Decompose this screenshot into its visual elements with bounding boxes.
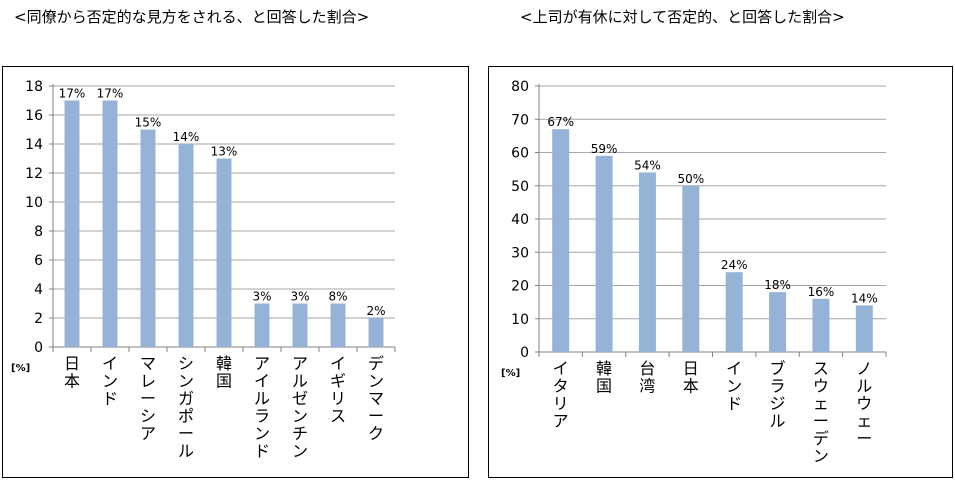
chart0-bar: [64, 100, 80, 347]
chart1-data-label: 54%: [634, 158, 661, 172]
chart1-ytick-label: 30: [511, 245, 529, 261]
chart1-data-label: 18%: [764, 278, 791, 292]
chart0-bar: [292, 303, 308, 347]
chart0-category-label: 日本: [64, 354, 80, 391]
chart-left-frame: 0 2 4 6 8 10 12 14 16 18 [%] 17% 日本 17% インド 15% マレーシア 14%…: [2, 66, 469, 478]
chart1-data-label: 24%: [721, 258, 748, 272]
chart1-data-label: 59%: [591, 142, 618, 156]
chart1-category-label: ブラジル: [770, 359, 786, 431]
chart1-bar: [595, 155, 613, 352]
chart0-ytick-label: 14: [25, 137, 43, 153]
chart0-ytick-label: 8: [34, 224, 43, 240]
chart0-data-label: 14%: [173, 130, 200, 144]
chart1-category-label: ノルウェー: [856, 359, 872, 448]
chart1-category-label: 台湾: [639, 359, 655, 396]
chart0-ytick-label: 10: [25, 195, 43, 211]
chart0-unit-label: [%]: [11, 363, 30, 374]
chart0-category-label: マレーシア: [140, 354, 156, 443]
chart0-data-label: 3%: [252, 290, 271, 304]
chart-right-plot: 0 10 20 30 40 50 60 70 80 [%] 67% イタリア 59% 韓国 54% 台湾 50%…: [501, 79, 887, 466]
chart1-data-label: 14%: [851, 291, 878, 305]
chart0-data-label: 3%: [290, 290, 309, 304]
chart1-bar: [812, 298, 830, 352]
chart1-bar: [638, 172, 656, 352]
chart1-bar: [855, 305, 873, 352]
chart0-ytick-label: 2: [34, 311, 43, 327]
chart-right-frame: 0 10 20 30 40 50 60 70 80 [%] 67% イタリア 59% 韓国 54% 台湾 50%…: [488, 66, 953, 478]
chart0-category-label: シンガポール: [178, 354, 194, 461]
chart0-ytick-label: 6: [34, 253, 43, 269]
chart0-bar: [216, 158, 232, 347]
chart1-category-label: 韓国: [596, 359, 612, 396]
chart0-ytick-label: 4: [34, 282, 43, 298]
chart1-bar: [769, 292, 787, 352]
chart1-category-label: インド: [726, 359, 742, 413]
chart0-bar: [140, 129, 156, 347]
chart0-data-label: 15%: [135, 116, 162, 130]
chart0-bar: [102, 100, 118, 347]
chart1-ytick-label: 10: [511, 312, 529, 328]
chart1-data-label: 50%: [677, 172, 704, 186]
chart1-category-label: 日本: [683, 359, 699, 396]
chart0-data-label: 2%: [366, 304, 385, 318]
chart1-category-label: スウェーデン: [813, 359, 829, 466]
chart0-data-label: 17%: [97, 87, 124, 101]
chart1-ytick-label: 0: [520, 345, 529, 361]
chart1-ytick-label: 70: [511, 112, 529, 128]
chart0-category-label: アイルランド: [254, 354, 270, 461]
chart-right-title: <上司が有休に対して否定的、と回答した割合>: [520, 8, 845, 26]
chart1-ytick-label: 20: [511, 279, 529, 295]
chart0-bar: [330, 303, 346, 347]
chart-left-title: <同僚から否定的な見方をされる、と回答した割合>: [14, 8, 370, 26]
chart1-data-label: 67%: [547, 115, 574, 129]
chart0-ytick-label: 18: [25, 79, 43, 95]
chart0-category-label: 韓国: [216, 354, 232, 391]
chart0-ytick-label: 0: [34, 340, 43, 356]
chart1-ytick-label: 60: [511, 146, 529, 162]
chart0-data-label: 17%: [59, 87, 86, 101]
chart0-bar: [368, 318, 384, 347]
chart1-bar: [552, 129, 570, 352]
chart0-category-label: イギリス: [330, 354, 346, 426]
chart0-bar: [178, 144, 194, 347]
chart0-bar: [254, 303, 270, 347]
chart-left-plot: 0 2 4 6 8 10 12 14 16 18 [%] 17% 日本 17% インド 15% マレーシア 14%…: [11, 79, 396, 461]
chart0-category-label: アルゼンチン: [292, 354, 308, 461]
chart0-category-label: インド: [102, 354, 118, 408]
chart1-ytick-label: 50: [511, 179, 529, 195]
chart0-category-label: デンマーク: [368, 354, 384, 443]
chart1-unit-label: [%]: [501, 368, 520, 379]
chart0-ytick-label: 16: [25, 108, 43, 124]
chart0-data-label: 13%: [211, 145, 238, 159]
chart0-ytick-label: 12: [25, 166, 43, 182]
chart1-ytick-label: 40: [511, 212, 529, 228]
chart1-data-label: 16%: [808, 285, 835, 299]
chart0-data-label: 8%: [328, 290, 347, 304]
chart1-bar: [682, 185, 700, 352]
chart1-category-label: イタリア: [553, 359, 569, 431]
chart1-bar: [725, 272, 743, 352]
chart1-ytick-label: 80: [511, 79, 529, 95]
